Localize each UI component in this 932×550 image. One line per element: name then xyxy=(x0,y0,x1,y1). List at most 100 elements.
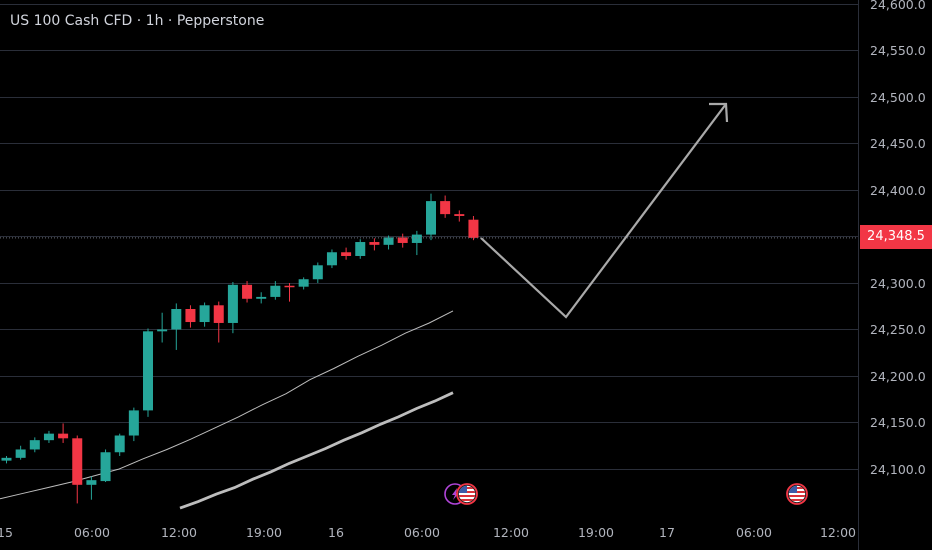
candlestick-series xyxy=(1,193,479,504)
candle-body xyxy=(157,329,168,332)
economic-events xyxy=(444,483,808,505)
candle-body xyxy=(72,438,83,485)
candle xyxy=(426,193,436,241)
candle xyxy=(468,215,479,241)
candle-body xyxy=(270,285,281,297)
time-tick-label: 16 xyxy=(328,525,344,540)
time-tick-label: 12:00 xyxy=(820,525,856,540)
time-axis[interactable]: 15 06:00 12:00 19:00 16 06:00 12:00 19:00 17 06:0… xyxy=(0,525,856,540)
time-tick-label: 19:00 xyxy=(246,525,282,540)
candle-body xyxy=(29,440,40,450)
arrow-head xyxy=(709,102,729,123)
candle-body xyxy=(440,201,451,215)
candle-body xyxy=(411,234,422,243)
candle-body xyxy=(58,433,69,439)
candle xyxy=(15,445,26,460)
candle-body xyxy=(185,309,196,323)
price-tick-label: 24,550.0 xyxy=(870,43,926,58)
candle xyxy=(86,476,97,500)
candle-body xyxy=(426,201,436,235)
candle-body xyxy=(15,449,26,458)
price-tick-label: 24,250.0 xyxy=(870,322,926,337)
candle-body xyxy=(312,265,323,280)
time-tick-label: 06:00 xyxy=(736,525,772,540)
us-flag-event-icon[interactable] xyxy=(786,483,808,505)
candle-body xyxy=(284,285,295,288)
candle xyxy=(128,407,139,442)
candle-body xyxy=(199,305,210,323)
candle-body xyxy=(341,252,352,256)
candle xyxy=(43,430,54,443)
candle xyxy=(397,233,408,248)
candle-body xyxy=(242,284,253,299)
candle xyxy=(242,281,253,303)
candle xyxy=(355,239,366,259)
symbol-title[interactable]: US 100 Cash CFD · 1h · Pepperstone xyxy=(10,13,265,29)
candle-body xyxy=(1,457,12,461)
price-grid xyxy=(0,0,859,550)
projection-arrow-drawing[interactable] xyxy=(480,102,729,319)
moving-averages xyxy=(0,310,454,510)
candle-body xyxy=(468,219,479,238)
candle-body xyxy=(213,305,224,323)
candle-body xyxy=(298,279,309,287)
candle xyxy=(256,292,267,304)
candle xyxy=(369,238,380,251)
time-tick-label: 06:00 xyxy=(404,525,440,540)
candle xyxy=(58,423,69,443)
time-tick-label: 17 xyxy=(659,525,675,540)
candle xyxy=(341,247,352,260)
candle xyxy=(185,305,196,328)
candle-body xyxy=(86,480,97,485)
candle-body xyxy=(454,214,465,216)
candle-body xyxy=(397,237,408,243)
candle xyxy=(114,433,125,456)
time-tick-label: 12:00 xyxy=(161,525,197,540)
price-tick-label: 24,300.0 xyxy=(870,276,926,291)
price-tick-label: 24,200.0 xyxy=(870,369,926,384)
current-price-label: 24,348.5 xyxy=(860,225,932,249)
candle xyxy=(199,302,210,327)
price-tick-label: 24,400.0 xyxy=(870,183,926,198)
candle xyxy=(227,282,238,334)
projection-path[interactable] xyxy=(480,103,727,319)
time-tick-label: 12:00 xyxy=(493,525,529,540)
candle xyxy=(383,235,394,250)
moving-average-fast xyxy=(0,310,454,500)
candle xyxy=(157,312,168,343)
candle-body xyxy=(369,242,380,245)
candle-body xyxy=(100,452,111,482)
candle-body xyxy=(383,237,394,245)
candle xyxy=(454,210,465,222)
us-flag-event-icon[interactable] xyxy=(456,483,478,505)
candle xyxy=(143,328,153,417)
candle xyxy=(171,303,182,350)
moving-average-slow xyxy=(179,391,454,510)
price-tick-label: 24,450.0 xyxy=(870,136,926,151)
price-tick-label: 24,500.0 xyxy=(870,90,926,105)
price-tick-label: 24,600.0 xyxy=(870,0,926,12)
candle xyxy=(312,262,323,283)
time-tick-label: 19:00 xyxy=(578,525,614,540)
candle-body xyxy=(43,433,54,441)
candle xyxy=(100,449,111,483)
candle xyxy=(326,249,337,269)
candle xyxy=(270,281,281,300)
candle xyxy=(440,195,451,218)
candle-body xyxy=(256,296,267,299)
time-tick-label: 15 xyxy=(0,525,13,540)
candle-body xyxy=(171,309,182,330)
price-axis[interactable]: 24,100.0 24,150.0 24,200.0 24,250.0 24,300.0… xyxy=(870,0,926,477)
candle-body xyxy=(143,331,153,411)
candle xyxy=(29,437,40,453)
candle-body xyxy=(114,435,125,453)
price-tick-label: 24,100.0 xyxy=(870,462,926,477)
candle-body xyxy=(355,242,366,256)
candle xyxy=(284,282,295,302)
candle xyxy=(298,277,309,290)
time-tick-label: 06:00 xyxy=(74,525,110,540)
candle xyxy=(72,435,83,504)
candle-body xyxy=(128,410,139,436)
price-tick-label: 24,150.0 xyxy=(870,415,926,430)
